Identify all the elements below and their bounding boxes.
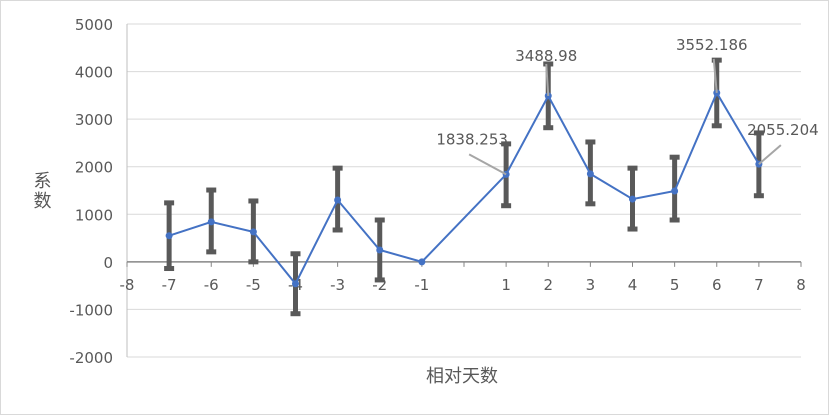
y-tick-label: -2000 <box>69 349 113 367</box>
x-tick-label: 2 <box>543 276 553 294</box>
y-tick-label: -1000 <box>69 301 113 319</box>
x-tick-label: 6 <box>712 276 722 294</box>
x-tick-label: 8 <box>796 276 806 294</box>
series-line <box>168 90 760 286</box>
x-tick-label: -3 <box>330 276 345 294</box>
data-label: 3488.98 <box>515 47 577 65</box>
y-tick-label: 3000 <box>75 111 113 129</box>
x-tick-label: -8 <box>120 276 135 294</box>
x-tick-label: 3 <box>586 276 596 294</box>
x-axis-title: 相对天数 <box>426 366 498 387</box>
x-tick-label: -6 <box>204 276 219 294</box>
y-tick-label: 0 <box>103 254 113 272</box>
x-tick-label: 1 <box>501 276 511 294</box>
data-point <box>629 195 636 203</box>
data-point <box>671 187 679 195</box>
x-tick-label: -5 <box>246 276 261 294</box>
x-tick-label: 7 <box>754 276 764 294</box>
data-point <box>207 218 215 226</box>
data-label-leader-line <box>758 144 782 165</box>
y-axis-title: 系数 <box>31 171 52 211</box>
data-point <box>418 258 426 266</box>
x-tick-label: 5 <box>670 276 680 294</box>
data-label-leader-line <box>545 63 550 96</box>
data-point <box>249 228 257 236</box>
data-point <box>165 232 173 240</box>
data-point <box>586 170 594 178</box>
data-point <box>334 196 342 204</box>
data-label: 1838.253 <box>436 130 508 148</box>
x-tick-label: -1 <box>414 276 429 294</box>
y-tick-label: 5000 <box>75 16 113 34</box>
data-label-leader-line <box>468 153 507 176</box>
data-point <box>292 280 299 288</box>
data-label: 2055.204 <box>747 121 819 139</box>
y-tick-label: 2000 <box>75 159 113 177</box>
data-label: 3552.186 <box>676 36 748 54</box>
y-tick-label: 1000 <box>75 206 113 224</box>
data-label-leader-line <box>712 58 718 93</box>
x-tick-label: 4 <box>628 276 638 294</box>
data-point <box>376 246 384 254</box>
x-tick-label: -7 <box>162 276 177 294</box>
y-tick-label: 4000 <box>75 64 113 82</box>
